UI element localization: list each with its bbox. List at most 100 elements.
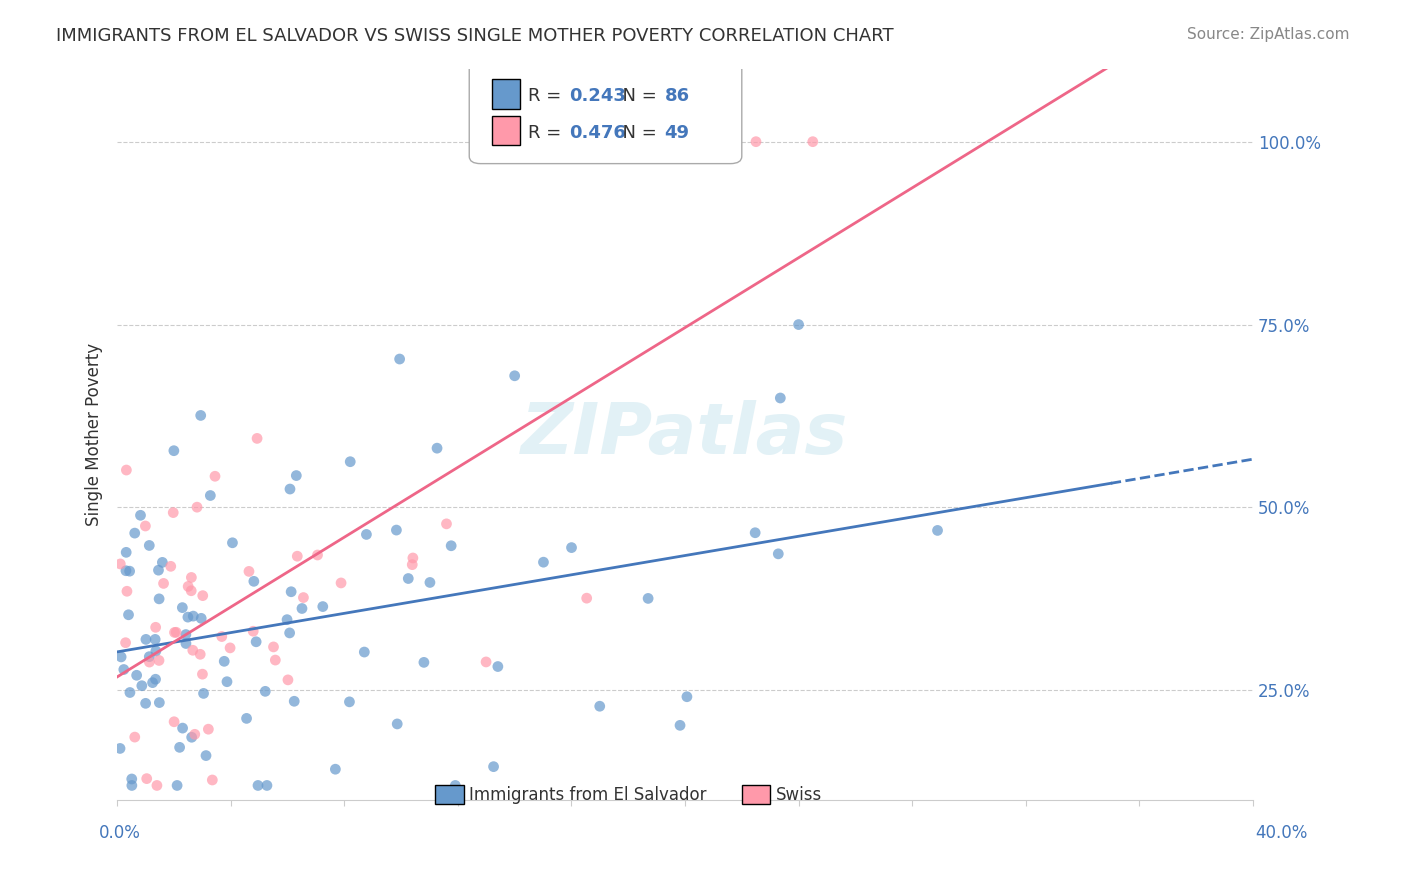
- Point: [533, 555, 555, 569]
- Point: [146, 779, 169, 793]
- Point: [190, 611, 212, 625]
- Text: Immigrants from El Salvador: Immigrants from El Salvador: [470, 786, 707, 804]
- Text: ZIPatlas: ZIPatlas: [522, 400, 849, 469]
- Point: [172, 721, 194, 735]
- Point: [163, 714, 186, 729]
- Point: [131, 679, 153, 693]
- Point: [238, 565, 260, 579]
- Point: [118, 685, 141, 699]
- Point: [135, 696, 157, 710]
- Point: [162, 506, 184, 520]
- Text: R =: R =: [529, 124, 567, 142]
- Point: [285, 468, 308, 483]
- Point: [181, 609, 204, 624]
- Point: [145, 644, 167, 658]
- Point: [180, 731, 202, 745]
- Text: Swiss: Swiss: [776, 786, 823, 804]
- Point: [117, 607, 139, 622]
- Point: [285, 549, 308, 564]
- Point: [292, 591, 315, 605]
- Point: [138, 655, 160, 669]
- Point: [145, 620, 167, 634]
- Point: [143, 632, 166, 647]
- Point: [115, 463, 138, 477]
- Point: [211, 630, 233, 644]
- Text: 0.0%: 0.0%: [98, 824, 141, 842]
- Point: [291, 601, 314, 615]
- Point: [184, 727, 207, 741]
- Point: [426, 441, 449, 455]
- Point: [190, 409, 212, 423]
- Point: [212, 654, 235, 668]
- Point: [112, 663, 135, 677]
- Point: [659, 135, 682, 149]
- Point: [325, 762, 347, 776]
- Point: [134, 519, 156, 533]
- Point: [444, 779, 467, 793]
- Point: [169, 740, 191, 755]
- Point: [440, 539, 463, 553]
- Point: [110, 557, 132, 571]
- Point: [575, 591, 598, 606]
- Point: [114, 636, 136, 650]
- Point: [356, 527, 378, 541]
- Point: [280, 584, 302, 599]
- Point: [181, 643, 204, 657]
- Point: [278, 626, 301, 640]
- Point: [396, 572, 419, 586]
- Point: [201, 772, 224, 787]
- Point: [503, 368, 526, 383]
- Point: [486, 659, 509, 673]
- Point: [124, 526, 146, 541]
- Point: [172, 600, 194, 615]
- Point: [166, 779, 188, 793]
- Text: 40.0%: 40.0%: [1256, 824, 1308, 842]
- Point: [277, 673, 299, 687]
- Point: [200, 489, 222, 503]
- Point: [142, 675, 165, 690]
- Point: [177, 610, 200, 624]
- Point: [115, 545, 138, 559]
- Point: [191, 667, 214, 681]
- Point: [174, 627, 197, 641]
- Point: [163, 625, 186, 640]
- Point: [138, 538, 160, 552]
- Point: [145, 672, 167, 686]
- FancyBboxPatch shape: [470, 62, 742, 163]
- Point: [148, 653, 170, 667]
- Point: [927, 524, 949, 538]
- Text: 86: 86: [665, 87, 690, 105]
- Point: [235, 711, 257, 725]
- Point: [124, 730, 146, 744]
- Point: [419, 575, 441, 590]
- Point: [125, 668, 148, 682]
- Point: [174, 636, 197, 650]
- Point: [787, 318, 810, 332]
- Point: [108, 741, 131, 756]
- FancyBboxPatch shape: [492, 116, 520, 145]
- Point: [669, 718, 692, 732]
- Point: [307, 548, 329, 562]
- Point: [278, 482, 301, 496]
- Point: [180, 583, 202, 598]
- Point: [148, 696, 170, 710]
- Point: [385, 523, 408, 537]
- Text: Source: ZipAtlas.com: Source: ZipAtlas.com: [1187, 27, 1350, 42]
- Point: [242, 624, 264, 639]
- Point: [256, 779, 278, 793]
- Point: [215, 674, 238, 689]
- Point: [148, 563, 170, 577]
- Point: [245, 634, 267, 648]
- Point: [159, 559, 181, 574]
- Point: [339, 455, 361, 469]
- Point: [152, 576, 174, 591]
- Point: [387, 717, 409, 731]
- Point: [121, 779, 143, 793]
- Point: [388, 352, 411, 367]
- Point: [475, 655, 498, 669]
- Point: [193, 686, 215, 700]
- Point: [121, 772, 143, 786]
- Point: [744, 525, 766, 540]
- Point: [135, 772, 157, 786]
- Point: [219, 640, 242, 655]
